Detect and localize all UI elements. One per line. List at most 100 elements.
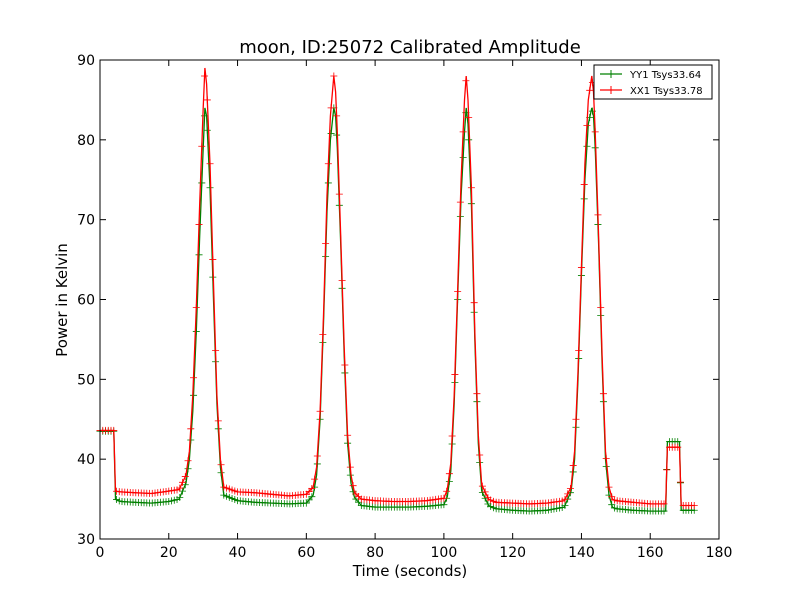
series-marker-0-75: [302, 499, 310, 507]
series-marker-1-205: [660, 500, 668, 508]
series-marker-1-44: [217, 461, 225, 469]
series-marker-1-27: [170, 486, 178, 494]
series-marker-0-83: [324, 179, 332, 187]
series-marker-1-216: [690, 501, 698, 509]
x-tick-label-8: 160: [637, 545, 664, 561]
series-marker-1-130: [454, 288, 462, 296]
y-axis-label: Power in Kelvin: [53, 243, 71, 357]
series-marker-1-177: [583, 121, 591, 129]
series-marker-1-170: [564, 490, 572, 498]
series-marker-0-6: [113, 496, 121, 504]
series-marker-1-85: [330, 72, 338, 80]
x-tick-label-6: 120: [499, 545, 526, 561]
y-tick-label-4: 70: [77, 213, 95, 229]
series-marker-1-31: [181, 473, 189, 481]
series-marker-0-37: [198, 179, 206, 187]
series-marker-1-34: [190, 374, 198, 382]
series-marker-0-163: [544, 506, 552, 514]
series-marker-1-133: [462, 77, 470, 85]
series-marker-1-46: [223, 484, 231, 492]
x-tick-label-2: 40: [229, 545, 247, 561]
series-marker-1-185: [605, 483, 613, 491]
series-marker-1-183: [599, 390, 607, 398]
y-tick-label-1: 40: [77, 452, 95, 468]
x-tick-label-5: 100: [431, 545, 458, 561]
series-marker-1-129: [451, 371, 459, 379]
series-marker-0-29: [176, 493, 184, 501]
series-marker-0-165: [550, 505, 558, 513]
series-marker-1-91: [346, 463, 354, 471]
series-marker-0-36: [195, 251, 203, 259]
series-marker-0-32: [184, 465, 192, 473]
series-marker-1-126: [443, 487, 451, 495]
x-tick-label-0: 0: [96, 545, 105, 561]
series-marker-1-172: [569, 462, 577, 470]
series-marker-1-49: [231, 487, 239, 495]
series-marker-1-90: [344, 431, 352, 439]
series-marker-1-136: [470, 299, 478, 307]
series-marker-1-83: [324, 160, 332, 168]
y-tick-label-3: 60: [77, 293, 95, 309]
legend-marker-1: [607, 86, 615, 94]
series-layer: [96, 67, 698, 515]
series-marker-1-174: [575, 347, 583, 355]
series-marker-0-186: [608, 501, 616, 509]
series-marker-1-6: [113, 487, 121, 495]
series-marker-1-168: [558, 497, 566, 505]
series-marker-0-142: [487, 502, 495, 510]
chart-title: moon, ID:25072 Calibrated Amplitude: [239, 37, 581, 58]
series-marker-1-45: [220, 483, 228, 491]
series-markers-1: [96, 72, 698, 509]
series-marker-1-82: [322, 240, 330, 248]
series-marker-1-33: [187, 425, 195, 433]
x-tick-label-9: 180: [706, 545, 733, 561]
series-marker-0-7: [115, 497, 123, 505]
series-marker-0-205: [660, 507, 668, 515]
series-marker-1-127: [445, 470, 453, 478]
series-marker-1-175: [577, 264, 585, 272]
y-tick-label-0: 30: [77, 532, 95, 548]
series-marker-1-41: [209, 256, 217, 264]
legend-marker-0: [607, 70, 615, 78]
series-marker-1-87: [335, 190, 343, 198]
y-tick-label-6: 90: [77, 53, 95, 69]
series-marker-1-173: [572, 415, 580, 423]
series-marker-1-211: [676, 478, 684, 486]
series-marker-0-166: [553, 504, 561, 512]
series-marker-1-181: [594, 211, 602, 219]
series-marker-1-28: [173, 486, 181, 494]
series-marker-0-167: [555, 504, 563, 512]
series-marker-1-32: [184, 457, 192, 465]
series-marker-1-210: [674, 443, 682, 451]
x-tick-label-7: 140: [568, 545, 595, 561]
series-marker-1-42: [212, 347, 220, 355]
series-marker-1-140: [481, 488, 489, 496]
series-1: [96, 67, 698, 509]
series-marker-1-128: [448, 432, 456, 440]
series-marker-1-176: [580, 181, 588, 189]
series-marker-1-81: [319, 331, 327, 339]
series-marker-0-44: [217, 469, 225, 477]
series-marker-0-78: [311, 483, 319, 491]
series-marker-1-84: [327, 104, 335, 112]
series-marker-1-171: [566, 484, 574, 492]
series-marker-0-27: [170, 496, 178, 504]
series-marker-1-137: [473, 390, 481, 398]
series-marker-1-131: [456, 198, 464, 206]
series-marker-1-125: [440, 494, 448, 502]
series-marker-1-206: [663, 466, 671, 474]
series-marker-1-89: [341, 361, 349, 369]
series-marker-0-169: [561, 501, 569, 509]
series-marker-1-36: [195, 220, 203, 228]
ticks-layer: 0 20 40 60 80 100 120 140 160 180 30 40 50 60 70 80 90: [77, 53, 732, 561]
series-marker-0-45: [220, 491, 228, 499]
series-marker-0-164: [547, 505, 555, 513]
series-marker-0-77: [308, 493, 316, 501]
series-marker-1-26: [168, 487, 176, 495]
series-marker-1-5: [110, 426, 118, 434]
series-marker-1-39: [203, 96, 211, 104]
legend-label-1: XX1 Tsys33.78: [630, 86, 703, 97]
series-marker-1-48: [228, 486, 236, 494]
y-tick-label-2: 50: [77, 372, 95, 388]
